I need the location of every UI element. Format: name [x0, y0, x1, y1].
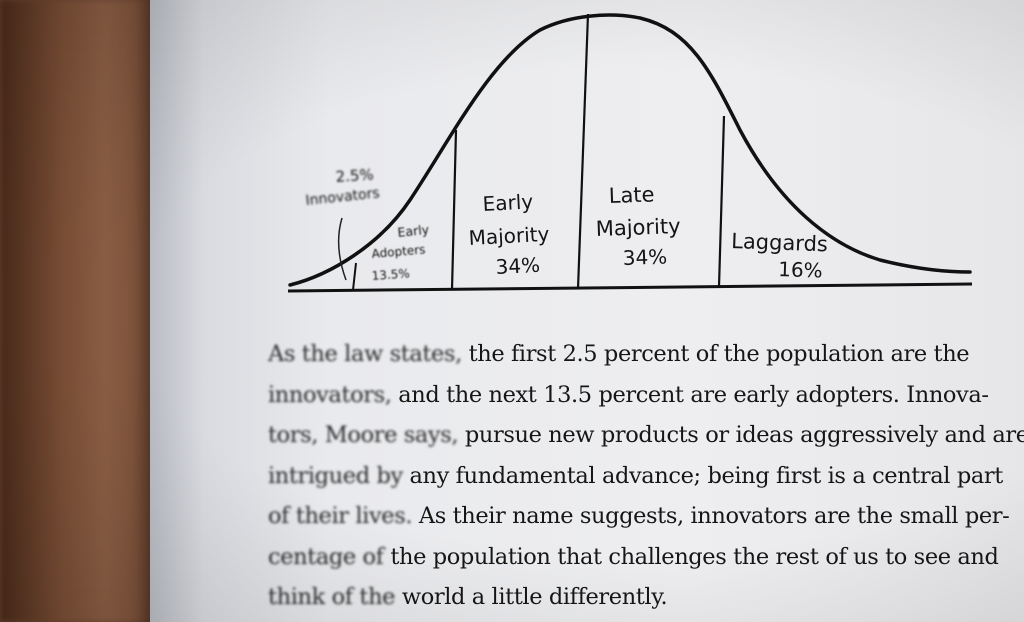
divider-innovators [352, 262, 357, 291]
paragraph-line-rest: pursue new products or ideas aggressivel… [458, 422, 1024, 448]
laggards-name: Laggards [731, 229, 828, 256]
body-paragraph: As the law states, the first 2.5 percent… [268, 334, 1024, 618]
paragraph-line-rest: the first 2.5 percent of the population … [461, 341, 970, 367]
early-adopters-line2: Adopters [371, 242, 426, 261]
early-majority-percent: 34% [495, 253, 541, 279]
paragraph-line-rest: and the next 13.5 percent are early adop… [391, 381, 989, 408]
paragraph-line: of their lives. As their name suggests, … [268, 496, 1010, 537]
early-adopters-label: Early Adopters 13.5% [371, 222, 430, 283]
paragraph-line-lead: intrigued by [268, 462, 403, 489]
paragraph-line: think of the world a little differently. [268, 577, 988, 618]
paragraph-line-rest: any fundamental advance; being first is … [402, 462, 1004, 489]
late-majority-percent: 34% [622, 244, 667, 270]
paragraph-line: centage of the population that challenge… [268, 537, 999, 578]
paragraph-line-lead: As the law states, [268, 341, 462, 367]
book-page [150, 0, 1024, 622]
paragraph-line-rest: world a little differently. [395, 584, 668, 610]
wooden-table-background [0, 0, 175, 622]
early-adopters-percent: 13.5% [371, 266, 410, 283]
late-majority-label: Late Majority 34% [595, 182, 681, 270]
paragraph-line: As the law states, the first 2.5 percent… [268, 334, 988, 375]
paragraph-line: intrigued by any fundamental advance; be… [268, 456, 1003, 497]
paragraph-line-lead: of their lives. [268, 503, 413, 529]
innovators-label: 2.5% Innovators [305, 165, 381, 209]
divider-early-adopters [450, 129, 458, 291]
early-majority-line2: Majority [468, 222, 550, 250]
paragraph-line-rest: the population that challenges the rest … [383, 543, 999, 570]
early-majority-line1: Early [482, 189, 534, 216]
late-majority-line1: Late [608, 182, 655, 208]
bell-curve [288, 13, 972, 287]
paragraph-line: tors, Moore says, pursue new products or… [268, 415, 1024, 456]
divider-late-majority [717, 115, 726, 288]
paragraph-line-lead: centage of [268, 543, 384, 570]
baseline [287, 282, 973, 293]
paragraph-line-lead: innovators, [268, 381, 392, 408]
divider-early-majority [576, 13, 590, 290]
innovators-percent: 2.5% [335, 165, 374, 186]
innovators-pointer [337, 217, 347, 281]
late-majority-line2: Majority [595, 214, 681, 241]
paragraph-line: innovators, and the next 13.5 percent ar… [268, 375, 989, 416]
innovators-name: Innovators [305, 185, 381, 209]
paragraph-line-lead: think of the [268, 584, 396, 610]
paragraph-line-lead: tors, Moore says, [268, 422, 459, 448]
paragraph-line-rest: As their name suggests, innovators are t… [412, 503, 1010, 529]
early-adopters-line1: Early [397, 222, 431, 240]
laggards-label: Laggards 16% [731, 229, 828, 283]
laggards-percent: 16% [778, 257, 823, 283]
early-majority-label: Early Majority 34% [468, 189, 550, 279]
